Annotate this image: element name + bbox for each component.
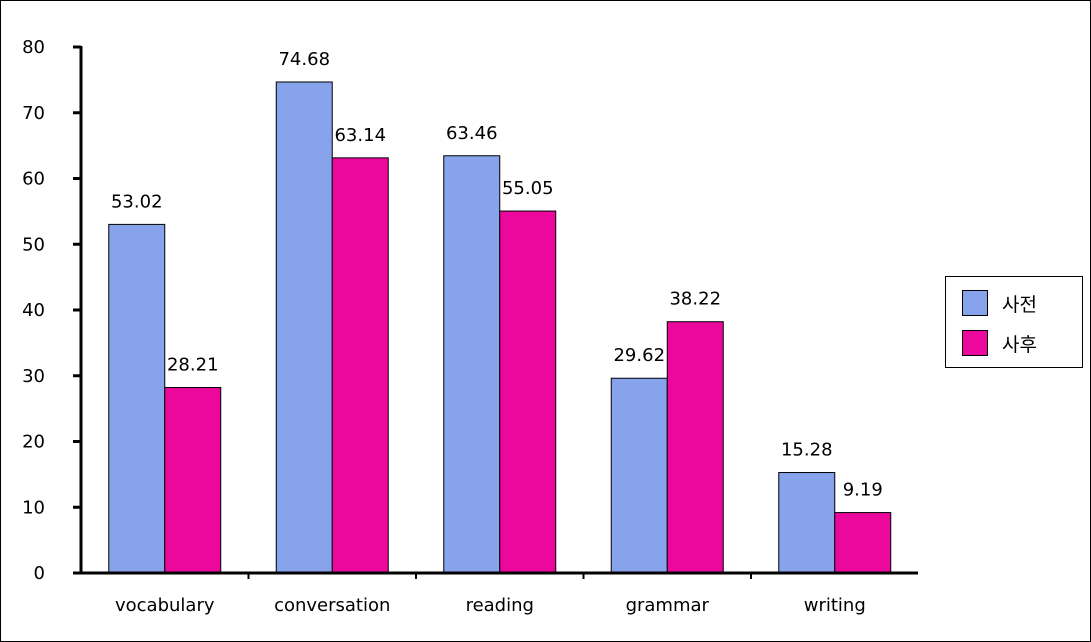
x-tick-label-vocabulary: vocabulary xyxy=(115,595,215,616)
x-tick-label-writing: writing xyxy=(804,595,866,616)
legend-label-series-0: 사전 xyxy=(1002,293,1037,316)
bar-grammar-series-0 xyxy=(610,377,668,574)
legend-swatch-series-1 xyxy=(962,330,988,356)
x-tick-label-reading: reading xyxy=(466,595,534,616)
y-tick-label-50: 50 xyxy=(22,234,45,255)
x-tick-label-grammar: grammar xyxy=(626,595,710,616)
data-label-conversation-series-1: 63.14 xyxy=(334,125,386,146)
data-label-grammar-series-1: 38.22 xyxy=(669,289,721,310)
bar-conversation-series-1 xyxy=(331,157,389,574)
axes-group: vocabulary conversation reading grammar writ… xyxy=(22,37,918,616)
bar-grammar-series-1 xyxy=(666,321,724,574)
bar-group xyxy=(108,81,892,574)
bar-vocabulary-series-0 xyxy=(108,223,166,574)
legend-swatch-series-0 xyxy=(962,290,988,316)
y-tick-label-0: 0 xyxy=(34,563,45,584)
data-label-vocabulary-series-0: 53.02 xyxy=(111,191,163,212)
bar-conversation-series-0 xyxy=(275,81,333,574)
legend: 사전 사후 xyxy=(945,276,1083,368)
data-label-writing-series-1: 9.19 xyxy=(843,480,883,501)
data-label-vocabulary-series-1: 28.21 xyxy=(167,355,219,376)
data-label-grammar-series-0: 29.62 xyxy=(613,345,665,366)
data-label-writing-series-0: 15.28 xyxy=(781,440,833,461)
bar-writing-series-1 xyxy=(834,512,892,574)
data-label-group: 53.02 28.21 74.68 63.14 63.46 55.05 29.62 38.22… xyxy=(111,49,883,501)
y-tick-label-70: 70 xyxy=(22,103,45,124)
y-tick-label-80: 80 xyxy=(22,37,45,58)
y-tick-label-40: 40 xyxy=(22,300,45,321)
data-label-reading-series-1: 55.05 xyxy=(502,178,554,199)
bar-reading-series-1 xyxy=(499,210,557,574)
legend-item-series-1: 사후 xyxy=(962,330,1037,356)
y-tick-label-10: 10 xyxy=(22,497,45,518)
y-tick-label-20: 20 xyxy=(22,432,45,453)
y-tick-label-60: 60 xyxy=(22,169,45,190)
legend-item-series-0: 사전 xyxy=(962,290,1037,316)
x-tick-label-conversation: conversation xyxy=(274,595,390,616)
y-tick-label-30: 30 xyxy=(22,366,45,387)
legend-label-series-1: 사후 xyxy=(1002,333,1037,356)
bar-vocabulary-series-1 xyxy=(164,387,222,574)
bar-reading-series-0 xyxy=(443,155,501,574)
data-label-reading-series-0: 63.46 xyxy=(446,123,498,144)
data-label-conversation-series-0: 74.68 xyxy=(278,49,330,70)
bar-writing-series-0 xyxy=(778,472,836,574)
